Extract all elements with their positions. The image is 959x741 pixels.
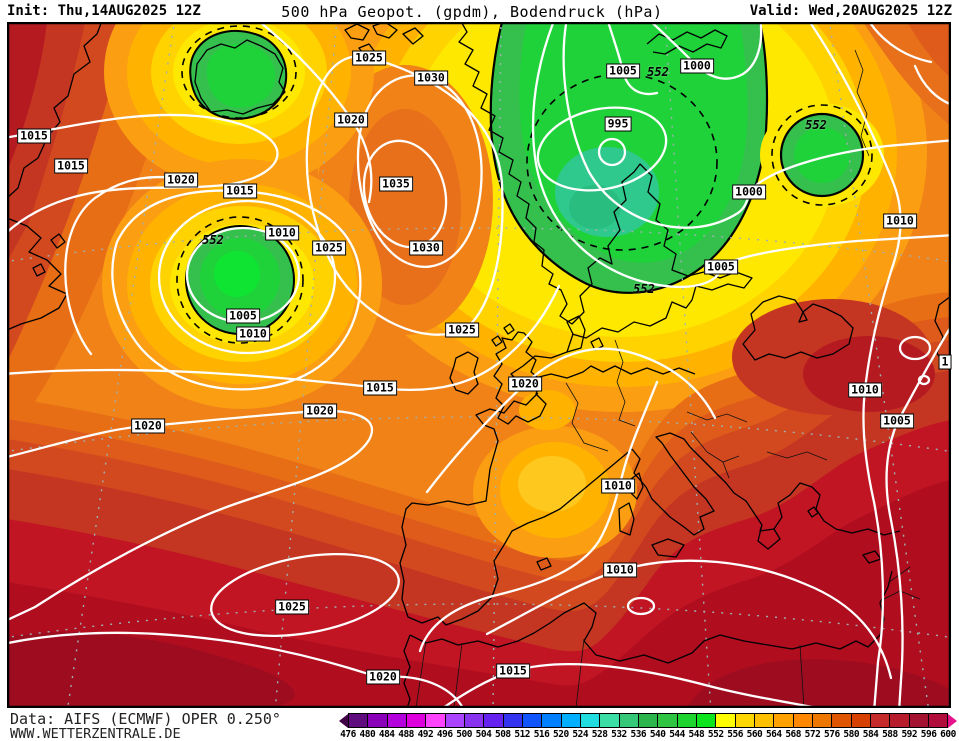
- colorbar-box: [811, 714, 832, 727]
- colorbar-boxes: [348, 713, 948, 728]
- colorbar-box: [367, 714, 387, 727]
- colorbar-box: [831, 714, 851, 727]
- colorbar-box: [444, 714, 464, 727]
- colorbar-tick-label: 516: [533, 729, 550, 740]
- colorbar-ticks: 476 480 484 488 492 496 500 504 508 512 516 520 524 5…: [340, 729, 956, 741]
- colorbar-box: [425, 714, 445, 727]
- colorbar-box: [927, 714, 948, 727]
- colorbar-box: [618, 714, 638, 727]
- colorbar-tick-label: 572: [804, 729, 821, 740]
- colorbar-box: [695, 714, 716, 727]
- colorbar-box: [405, 714, 426, 727]
- colorbar-tick-label: 556: [727, 729, 743, 740]
- colorbar-tick-label: 500: [456, 729, 472, 740]
- page-title: 500 hPa Geopot. (gpdm), Bodendruck (hPa): [281, 3, 663, 21]
- colorbar-box: [637, 714, 658, 727]
- colorbar-box: [908, 714, 928, 727]
- colorbar-box: [850, 714, 870, 727]
- colorbar-overflow-arrow-icon: [948, 713, 957, 728]
- colorbar-box: [349, 714, 368, 727]
- map-canvas: [7, 22, 951, 708]
- colorbar-tick-label: 576: [824, 729, 840, 740]
- colorbar-tick-label: 476: [340, 729, 356, 740]
- colorbar-tick-label: 480: [359, 729, 376, 740]
- colorbar-underflow-arrow-icon: [339, 713, 348, 728]
- colorbar-box: [792, 714, 812, 727]
- colorbar-box: [869, 714, 890, 727]
- colorbar-row: [339, 713, 957, 728]
- weather-map: 1015 1015 1020 1015 1010 1025 1005 1010 1025 1030…: [7, 22, 952, 708]
- colorbar-tick-label: 484: [378, 729, 395, 740]
- colorbar-tick-label: 496: [436, 729, 453, 740]
- isobars: [7, 22, 951, 708]
- colorbar-tick-label: 552: [707, 729, 724, 740]
- colorbar-box: [715, 714, 735, 727]
- colorbar-tick-label: 588: [882, 729, 898, 740]
- colorbar-tick-label: 524: [572, 729, 589, 740]
- colorbar-tick-label: 508: [494, 729, 511, 740]
- colorbar-box: [463, 714, 484, 727]
- colorbar-tick-label: 540: [649, 729, 666, 740]
- colorbar-tick-label: 536: [630, 729, 647, 740]
- coastlines: [7, 22, 951, 708]
- colorbar-tick-label: 564: [765, 729, 782, 740]
- colorbar-box: [889, 714, 909, 727]
- colorbar-tick-label: 532: [611, 729, 627, 740]
- colorbar-box: [657, 714, 677, 727]
- init-time: Init: Thu,14AUG2025 12Z: [7, 3, 201, 19]
- colorbar-box: [386, 714, 406, 727]
- colorbar-tick-label: 512: [514, 729, 531, 740]
- colorbar-tick-label: 544: [669, 729, 685, 740]
- colorbar-tick-label: 520: [553, 729, 569, 740]
- colorbar-box: [541, 714, 561, 727]
- colorbar-tick-label: 504: [475, 729, 492, 740]
- colorbar-box: [483, 714, 503, 727]
- colorbar-tick-label: 592: [901, 729, 918, 740]
- colorbar-box: [599, 714, 619, 727]
- colorbar-box: [579, 714, 600, 727]
- header: Init: Thu,14AUG2025 12Z 500 hPa Geopot. …: [0, 0, 959, 22]
- valid-time: Valid: Wed,20AUG2025 12Z: [749, 3, 952, 19]
- colorbar-box: [502, 714, 522, 727]
- colorbar-tick-label: 600: [940, 729, 956, 740]
- colorbar-tick-label: 568: [785, 729, 801, 740]
- data-source: Data: AIFS (ECMWF) OPER 0.250°: [10, 710, 281, 728]
- colorbar: 476 480 484 488 492 496 500 504 508 512 516 520 524 5…: [339, 713, 957, 741]
- colorbar-tick-label: 584: [862, 729, 879, 740]
- colorbar-tick-label: 596: [920, 729, 937, 740]
- colorbar-box: [734, 714, 754, 727]
- website-text: WWW.WETTERZENTRALE.DE: [10, 726, 181, 741]
- colorbar-box: [521, 714, 542, 727]
- colorbar-box: [773, 714, 793, 727]
- colorbar-box: [560, 714, 580, 727]
- colorbar-box: [676, 714, 696, 727]
- colorbar-tick-label: 580: [843, 729, 860, 740]
- colorbar-tick-label: 560: [746, 729, 763, 740]
- colorbar-box: [753, 714, 774, 727]
- colorbar-tick-label: 528: [591, 729, 608, 740]
- colorbar-tick-label: 488: [398, 729, 414, 740]
- colorbar-tick-label: 492: [417, 729, 434, 740]
- graticule: [7, 22, 951, 708]
- colorbar-tick-label: 548: [688, 729, 705, 740]
